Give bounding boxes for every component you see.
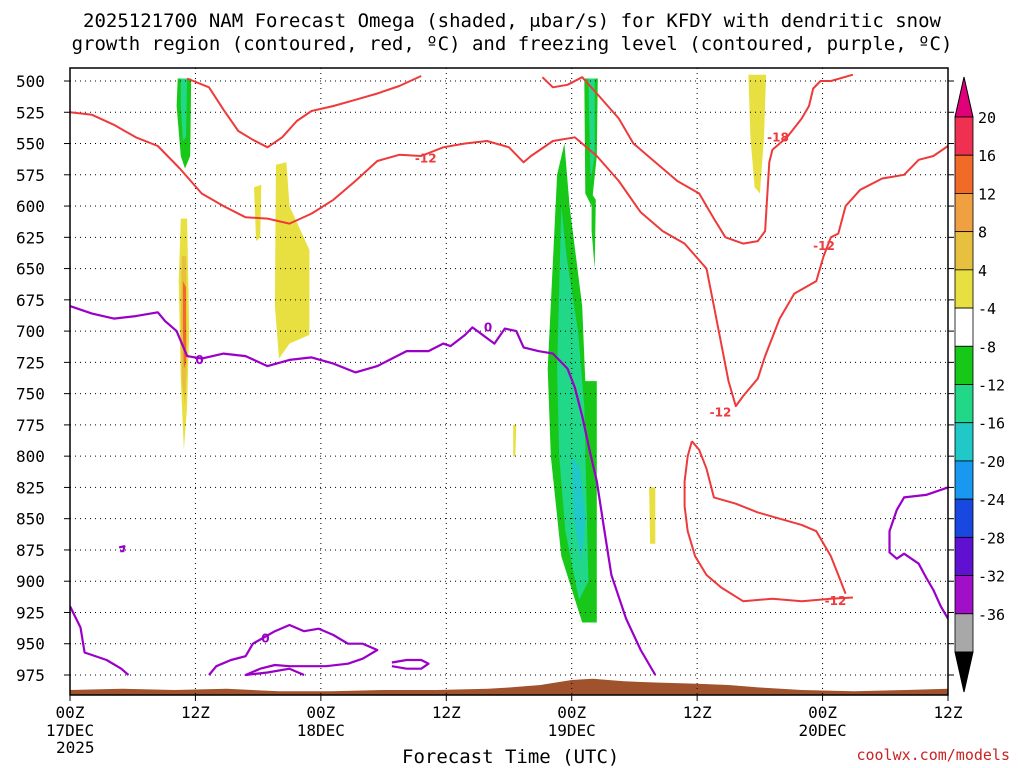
dgz-contour-2 (541, 73, 854, 245)
freezing-contour-label-2: 0 (261, 632, 269, 646)
y-tick-label-700: 700 (16, 322, 45, 341)
colorbar-label-6: -8 (978, 338, 996, 356)
colorbar-label-10: -24 (978, 491, 1005, 509)
y-tick-label-725: 725 (16, 353, 45, 372)
dgz-contour-3 (691, 440, 847, 595)
colorbar-label-5: -4 (978, 300, 996, 318)
colorbar-label-9: -20 (978, 453, 1005, 471)
omega-region-14 (649, 487, 656, 544)
plot-frame (69, 67, 949, 696)
omega-region-12 (588, 78, 595, 181)
x-tick-label-60: 12Z (683, 703, 712, 722)
colorbar-swatch-9 (954, 460, 974, 500)
y-tick-label-500: 500 (16, 72, 45, 91)
x-tick-label-12: 12Z (181, 703, 210, 722)
y-tick-label-525: 525 (16, 103, 45, 122)
colorbar-swatch-8 (954, 422, 974, 462)
colorbar-swatch-5 (954, 307, 974, 347)
x-tick-label-48: 00Z (557, 703, 586, 722)
y-tick-label-575: 575 (16, 166, 45, 185)
colorbar-label-1: 16 (978, 147, 996, 165)
x-tick-date-72: 20DEC (798, 721, 846, 740)
colorbar-label-3: 8 (978, 224, 987, 242)
colorbar-swatch-0 (954, 116, 974, 156)
plot-area: -12 -18 -12 -12 -12 0 0 0 (70, 68, 948, 695)
x-axis-title: Forecast Time (UTC) (402, 746, 620, 768)
y-tick-label-925: 925 (16, 603, 45, 622)
colorbar-label-4: 4 (978, 262, 987, 280)
omega-region-10 (571, 456, 586, 563)
y-tick-label-625: 625 (16, 228, 45, 247)
colorbar-swatch-1 (954, 154, 974, 194)
dgz-contour-label-0: -12 (415, 152, 437, 166)
omega-region-6 (274, 162, 310, 359)
x-tick-date-48: 19DEC (548, 721, 596, 740)
y-tick-label-750: 750 (16, 385, 45, 404)
chart-title-line-1: 2025121700 NAM Forecast Omega (shaded, μ… (83, 10, 941, 32)
x-tick-label-36: 12Z (432, 703, 461, 722)
colorbar-label-8: -16 (978, 415, 1005, 433)
freezing-contour-2 (208, 623, 379, 677)
colorbar-label-11: -28 (978, 529, 1005, 547)
colorbar-swatch-10 (954, 498, 974, 538)
credit-text[interactable]: coolwx.com/models (856, 746, 1010, 764)
omega-region-5 (254, 184, 262, 242)
y-tick-label-650: 650 (16, 260, 45, 279)
colorbar-swatch-13 (954, 613, 974, 653)
terrain-fill (70, 678, 948, 695)
y-tick-label-825: 825 (16, 478, 45, 497)
colorbar-swatch-7 (954, 384, 974, 424)
colorbar-label-2: 12 (978, 185, 996, 203)
colorbar-swatch-3 (954, 231, 974, 271)
x-tick-label-24: 00Z (306, 703, 335, 722)
freezing-contour-5 (118, 545, 126, 553)
colorbar-swatch-6 (954, 345, 974, 385)
omega-region-15 (748, 74, 767, 194)
colorbar-swatch-4 (954, 269, 974, 309)
y-tick-label-675: 675 (16, 291, 45, 310)
freezing-contour-1 (70, 605, 130, 676)
x-tick-label-84: 12Z (934, 703, 963, 722)
omega-region-1 (180, 78, 188, 141)
dgz-contour-label-2: -12 (813, 239, 835, 253)
y-tick-label-550: 550 (16, 135, 45, 154)
freezing-contour-4 (888, 486, 948, 620)
y-tick-label-850: 850 (16, 510, 45, 529)
colorbar-swatch-11 (954, 536, 974, 576)
colorbar-bottom-arrow (954, 651, 974, 693)
colorbar-label-12: -32 (978, 568, 1005, 586)
colorbar-label-13: -36 (978, 606, 1005, 624)
x-tick-label-72: 00Z (808, 703, 837, 722)
freezing-contour-0 (70, 305, 657, 676)
colorbar-swatch-2 (954, 193, 974, 233)
y-tick-label-775: 775 (16, 416, 45, 435)
y-tick-label-950: 950 (16, 635, 45, 654)
y-tick-label-800: 800 (16, 447, 45, 466)
colorbar-label-0: 20 (978, 109, 996, 127)
dgz-contour-4 (683, 440, 853, 603)
colorbar-label-7: -12 (978, 377, 1005, 395)
dgz-contour-label-1: -18 (767, 130, 789, 144)
chart-title-line-2: growth region (contoured, red, ºC) and f… (71, 33, 953, 55)
omega-region-13 (591, 193, 596, 269)
year-label: 2025 (56, 738, 95, 757)
y-tick-label-975: 975 (16, 666, 45, 685)
colorbar-top-arrow (954, 76, 974, 118)
x-tick-date-0: 17DEC (46, 721, 94, 740)
freezing-contour-label-1: 0 (195, 353, 203, 367)
y-tick-label-875: 875 (16, 541, 45, 560)
x-tick-label-0: 00Z (56, 703, 85, 722)
dgz-contour-label-4: -12 (825, 594, 847, 608)
y-tick-label-600: 600 (16, 197, 45, 216)
colorbar-swatch-12 (954, 575, 974, 615)
dgz-contour-0 (70, 111, 948, 408)
dgz-contour-label-3: -12 (710, 405, 732, 419)
freezing-contour-label-0: 0 (484, 320, 492, 334)
omega-region-7 (513, 424, 517, 457)
dgz-contour-1 (186, 75, 422, 149)
y-tick-label-900: 900 (16, 572, 45, 591)
freezing-contour-3 (391, 658, 430, 670)
x-tick-date-24: 18DEC (297, 721, 345, 740)
